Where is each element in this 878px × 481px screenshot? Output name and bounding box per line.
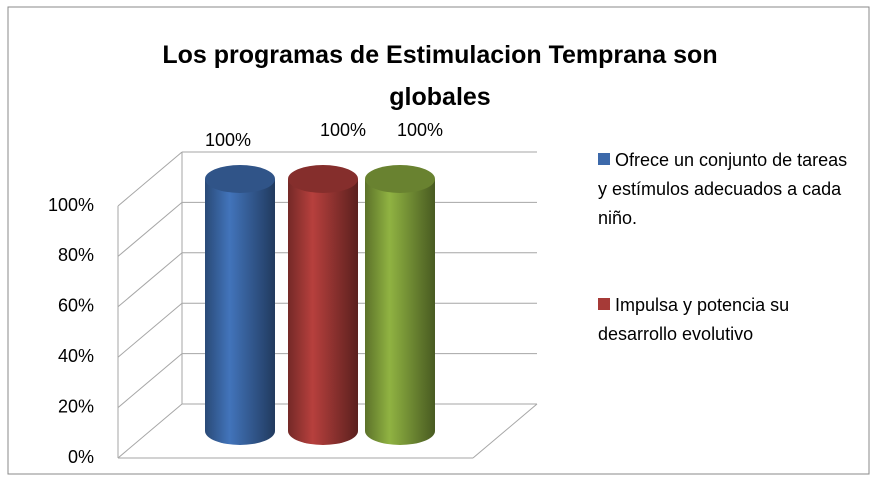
y-tick-label: 100% (48, 195, 94, 215)
cylinder-top (288, 165, 358, 193)
cylinder (288, 165, 358, 445)
chart-border (7, 6, 870, 475)
grid-line (117, 353, 183, 408)
cylinder-body (205, 179, 275, 445)
y-tick-label: 40% (58, 346, 94, 366)
y-tick-label: 60% (58, 296, 94, 316)
legend-label: Ofrece un conjunto de tareas y estímulos… (598, 150, 848, 228)
data-label: 100% (397, 120, 443, 140)
y-tick-label: 80% (58, 245, 94, 265)
chart-title: Los programas de Estimulacion Temprana s… (162, 41, 718, 111)
cylinder-top (205, 165, 275, 193)
legend-swatch (598, 153, 610, 165)
y-tick-label: 0% (68, 447, 94, 467)
cylinder-top (365, 165, 435, 193)
legend-entry: Ofrece un conjunto de tareas y estímulos… (598, 146, 858, 233)
cylinder (205, 165, 275, 445)
grid-line (117, 202, 183, 257)
grid-line (117, 403, 183, 459)
legend-swatch (598, 298, 610, 310)
data-label: 100% (320, 120, 366, 140)
cylinder (365, 165, 435, 445)
legend-label: Impulsa y potencia su desarrollo evoluti… (598, 295, 790, 344)
grid-line (117, 252, 183, 308)
y-tick-label: 20% (58, 396, 94, 416)
cylinder-body (288, 179, 358, 445)
cylinder-body (365, 179, 435, 445)
grid-line (117, 151, 183, 207)
data-label: 100% (205, 130, 251, 150)
grid-line (117, 302, 183, 358)
floor-edge (472, 403, 538, 459)
legend-entry: Impulsa y potencia su desarrollo evoluti… (598, 291, 858, 349)
